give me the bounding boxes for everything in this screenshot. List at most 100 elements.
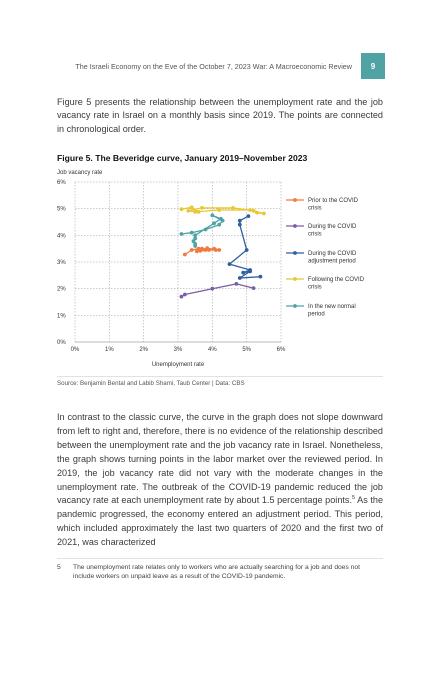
data-point [248, 268, 253, 272]
data-point [255, 210, 259, 215]
legend-label-line: period [308, 312, 325, 318]
data-point [212, 246, 216, 251]
y-tick-label: 1% [57, 313, 66, 319]
legend-label-line: Following the COVID [308, 277, 365, 283]
footnote: 5 The unemployment rate relates only to … [57, 563, 383, 581]
legend-label-line: crisis [308, 206, 322, 212]
y-tick-label: 3% [57, 260, 66, 266]
x-tick-label: 3% [174, 347, 183, 353]
legend-label-line: During the COVID [308, 224, 357, 230]
data-point [212, 221, 216, 226]
legend-swatch-marker [293, 224, 297, 228]
data-point [251, 286, 256, 291]
legend-label-line: crisis [308, 232, 322, 238]
data-point [261, 211, 266, 216]
y-tick-label: 2% [57, 287, 66, 293]
data-point [258, 274, 263, 279]
data-point [189, 230, 194, 235]
data-point [194, 249, 199, 254]
data-point [244, 248, 249, 252]
data-point [241, 270, 246, 275]
series-line-2 [228, 215, 261, 279]
data-point [237, 276, 242, 280]
data-point [198, 248, 203, 253]
data-point [189, 205, 194, 210]
data-point [237, 222, 242, 227]
y-tick-label: 6% [57, 180, 66, 186]
footnote-reference[interactable]: 5 [351, 495, 356, 502]
page-number: 9 [361, 53, 385, 79]
x-tick-label: 5% [242, 347, 251, 353]
data-point [248, 208, 253, 212]
y-axis-title: Job vacancy rate [57, 170, 103, 176]
data-point [193, 209, 198, 214]
y-tick-label: 4% [57, 233, 66, 239]
intro-paragraph: Figure 5 presents the relationship betwe… [57, 97, 383, 134]
data-point [182, 252, 187, 257]
body-text-part-1: In contrast to the classic curve, the cu… [57, 412, 383, 506]
data-point [179, 232, 184, 236]
data-point [200, 205, 204, 210]
chart-axes: 0% 1% 2% 3% 4% 5% 6% 0% 1% 2% 3% 4% 5% 6% Job vacancy … [57, 170, 286, 368]
data-point [217, 248, 222, 252]
x-tick-label: 6% [277, 347, 286, 353]
figure-source: Source: Benjamin Bental and Labib Shami,… [57, 380, 245, 387]
data-point [237, 218, 242, 223]
data-point [203, 227, 208, 232]
data-point [217, 222, 222, 227]
data-point [189, 248, 194, 252]
legend-swatch-marker [293, 277, 297, 281]
data-point [186, 208, 191, 213]
figure-title: Figure 5. The Beveridge curve, January 2… [57, 153, 308, 163]
legend-swatch-marker [293, 304, 297, 308]
data-point [179, 294, 184, 299]
body-paragraph: In contrast to the classic curve, the cu… [57, 411, 383, 550]
x-tick-label: 2% [139, 347, 148, 353]
legend-label: During the COVID adjustment period [308, 251, 357, 265]
body-text-part-2: As the pandemic progressed, the economy … [57, 495, 384, 548]
legend-label-line: adjustment period [308, 259, 356, 265]
data-point [217, 208, 222, 212]
legend-label: In the new normal period [308, 304, 356, 318]
legend-label: Prior to the COVID crisis [308, 198, 359, 212]
figure-divider [57, 376, 383, 377]
legend-label-line: Prior to the COVID [308, 198, 359, 204]
legend-swatch-marker [293, 251, 297, 255]
legend-swatch-marker [293, 198, 297, 202]
chart-series [179, 205, 266, 299]
data-point [251, 208, 256, 213]
data-point [219, 216, 223, 221]
legend-label-line: In the new normal [308, 304, 356, 310]
legend-label: During the COVID crisis [308, 224, 357, 238]
x-axis-title: Unemployment rate [152, 362, 205, 368]
y-tick-label: 0% [57, 340, 66, 346]
x-tick-label: 0% [71, 347, 80, 353]
data-point [210, 213, 215, 218]
footnote-text: The unemployment rate relates only to wo… [73, 564, 360, 581]
data-point [227, 262, 232, 267]
data-point [196, 209, 201, 214]
legend-label: Following the COVID crisis [308, 277, 365, 291]
legend-label-line: During the COVID [308, 251, 357, 257]
data-point [246, 214, 251, 219]
data-point [182, 292, 187, 297]
footnote-number: 5 [57, 564, 61, 571]
chart-grid [75, 181, 282, 342]
y-tick-label: 5% [57, 207, 66, 213]
data-point [231, 205, 235, 210]
x-tick-label: 4% [208, 347, 217, 353]
series-line-1 [181, 283, 254, 298]
data-point [193, 244, 198, 248]
footnote-divider [57, 558, 383, 559]
x-tick-label: 1% [105, 347, 114, 353]
series-line-4 [181, 214, 224, 246]
data-point [210, 286, 215, 291]
legend-label-line: crisis [308, 285, 322, 291]
beveridge-chart: 0% 1% 2% 3% 4% 5% 6% 0% 1% 2% 3% 4% 5% 6% Job vacancy … [57, 170, 365, 368]
data-point [234, 281, 239, 286]
data-point [193, 233, 198, 238]
running-header: The Israeli Economy on the Eve of the Oc… [75, 62, 352, 71]
data-point [179, 207, 184, 212]
data-point [203, 248, 208, 252]
